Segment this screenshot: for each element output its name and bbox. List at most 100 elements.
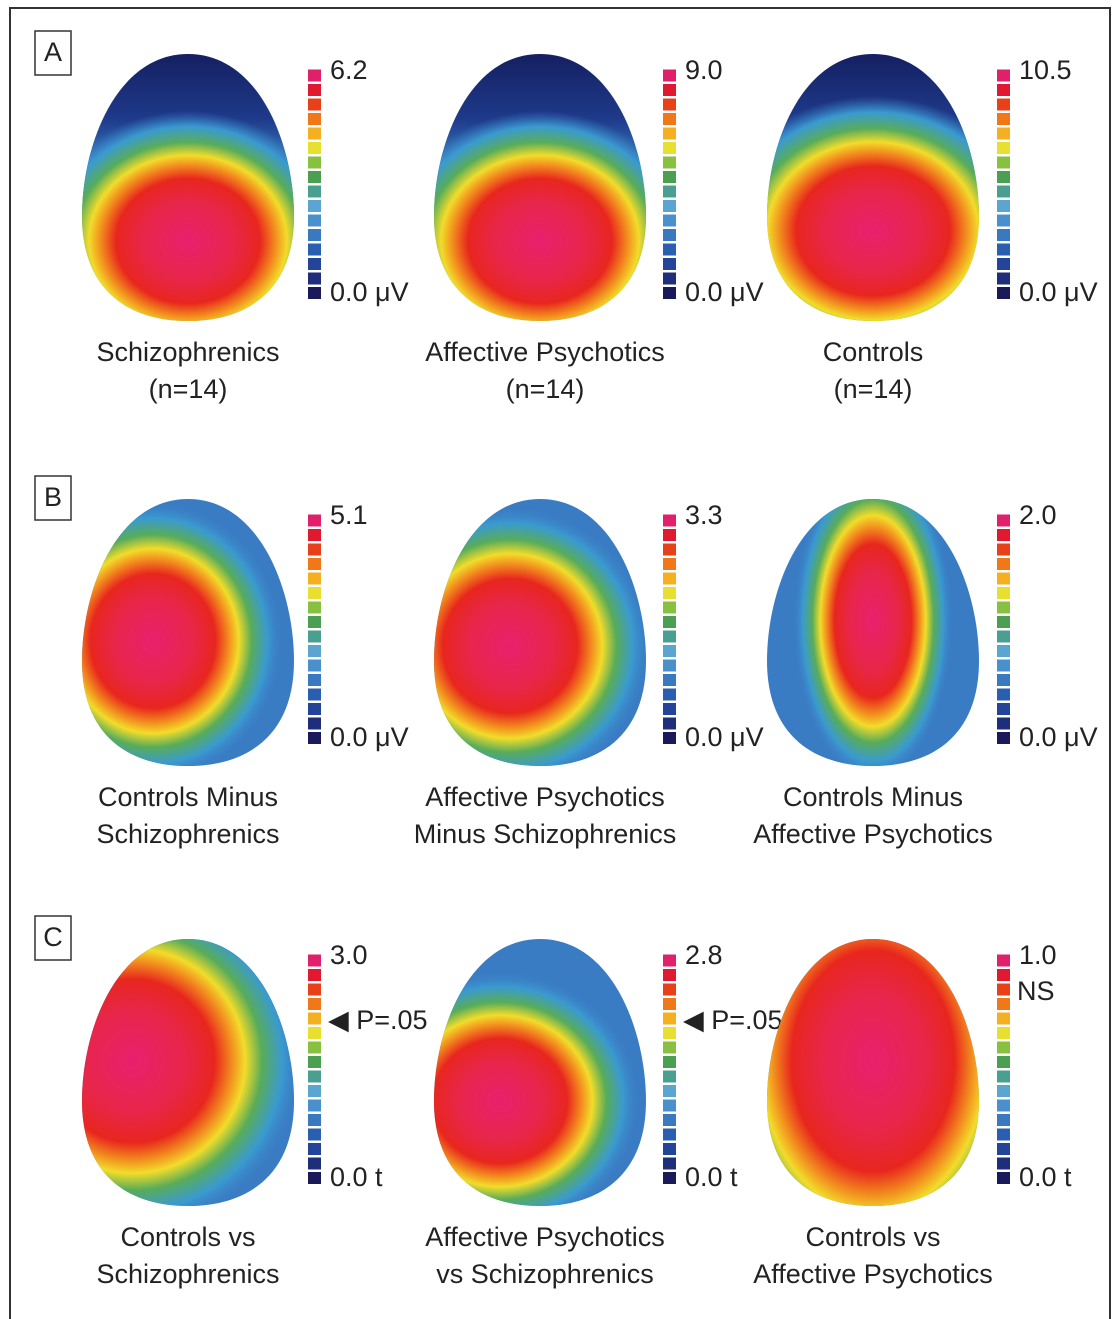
topographic-map bbox=[767, 54, 979, 321]
map-hotspot bbox=[82, 939, 294, 1206]
map-caption: Controls Minus bbox=[783, 782, 963, 812]
color-scale-step bbox=[308, 287, 321, 299]
color-scale-step bbox=[663, 659, 676, 672]
color-scale-step bbox=[663, 84, 676, 96]
color-scale-step bbox=[997, 113, 1010, 125]
color-scale-step bbox=[308, 214, 321, 227]
color-scale-step bbox=[663, 1056, 676, 1068]
color-scale-step bbox=[997, 732, 1010, 744]
color-scale-step bbox=[663, 1114, 676, 1126]
color-scale-step bbox=[997, 1070, 1010, 1083]
color-scale-step bbox=[308, 127, 321, 140]
map-caption: Controls bbox=[823, 337, 924, 367]
color-scale-step bbox=[308, 200, 321, 212]
color-scale-step bbox=[997, 1172, 1010, 1184]
color-scale-step bbox=[308, 185, 321, 198]
scale-min-label: 0.0 μV bbox=[1019, 277, 1098, 307]
color-scale-step bbox=[997, 529, 1010, 541]
color-scale-step bbox=[308, 1056, 321, 1068]
map-caption: Affective Psychotics bbox=[753, 819, 993, 849]
color-scale-step bbox=[308, 983, 321, 996]
color-scale-step bbox=[308, 514, 321, 527]
color-scale-step bbox=[997, 127, 1010, 140]
color-scale-step bbox=[663, 272, 676, 285]
color-scale-step bbox=[663, 1099, 676, 1112]
map-caption: Controls vs bbox=[120, 1222, 255, 1252]
color-scale-step bbox=[308, 1085, 321, 1097]
color-scale-step bbox=[308, 156, 321, 169]
color-scale-step bbox=[997, 258, 1010, 270]
color-scale-step bbox=[997, 84, 1010, 96]
color-scale-step bbox=[663, 185, 676, 198]
color-scale-step bbox=[663, 127, 676, 140]
color-scale-step bbox=[997, 558, 1010, 570]
color-scale-step bbox=[663, 543, 676, 556]
color-scale-step bbox=[308, 1157, 321, 1170]
color-scale-step bbox=[663, 69, 676, 82]
color-scale-step bbox=[308, 529, 321, 541]
color-scale-step bbox=[663, 214, 676, 227]
color-scale-step bbox=[663, 954, 676, 967]
panel-label-box bbox=[34, 30, 72, 76]
color-scale-step bbox=[308, 717, 321, 730]
color-scale-step bbox=[663, 717, 676, 730]
color-scale-step bbox=[663, 287, 676, 299]
color-scale-step bbox=[308, 1099, 321, 1112]
color-scale-step bbox=[663, 1157, 676, 1170]
color-scale-step bbox=[997, 1143, 1010, 1155]
color-scale-step bbox=[308, 954, 321, 967]
color-scale-step bbox=[997, 69, 1010, 82]
color-scale-step bbox=[308, 616, 321, 628]
color-scale-step bbox=[997, 1128, 1010, 1141]
color-scale-step bbox=[663, 969, 676, 981]
color-scale-step bbox=[997, 601, 1010, 614]
map-caption: Affective Psychotics bbox=[425, 337, 665, 367]
color-scale-step bbox=[308, 558, 321, 570]
color-scale-step bbox=[997, 200, 1010, 212]
color-scale-step bbox=[308, 98, 321, 111]
color-scale-step bbox=[663, 558, 676, 570]
topographic-map bbox=[82, 499, 294, 766]
scale-max-label: 3.3 bbox=[685, 500, 723, 530]
color-scale-step bbox=[997, 983, 1010, 996]
scale-max-label: 6.2 bbox=[330, 55, 368, 85]
color-scale-step bbox=[663, 587, 676, 599]
color-scale-step bbox=[308, 674, 321, 686]
color-scale-step bbox=[308, 1012, 321, 1025]
color-scale-step bbox=[997, 659, 1010, 672]
color-scale-step bbox=[308, 645, 321, 657]
map-caption: Affective Psychotics bbox=[425, 782, 665, 812]
color-scale-step bbox=[308, 1041, 321, 1054]
color-scale-step bbox=[997, 587, 1010, 599]
map-caption: Affective Psychotics bbox=[753, 1259, 993, 1289]
color-scale-step bbox=[308, 1172, 321, 1184]
scale-max-label: 5.1 bbox=[330, 500, 368, 530]
panel-label: C bbox=[43, 922, 63, 952]
color-scale-step bbox=[663, 200, 676, 212]
topographic-map bbox=[434, 939, 646, 1206]
color-scale-step bbox=[308, 969, 321, 981]
color-scale-step bbox=[997, 969, 1010, 981]
color-scale-step bbox=[308, 732, 321, 744]
color-scale-step bbox=[663, 1041, 676, 1054]
color-scale-step bbox=[308, 587, 321, 599]
color-scale-step bbox=[997, 674, 1010, 686]
color-scale-step bbox=[308, 1114, 321, 1126]
color-scale-step bbox=[997, 572, 1010, 585]
map-caption: Minus Schizophrenics bbox=[414, 819, 677, 849]
color-scale-step bbox=[997, 514, 1010, 527]
map-hotspot bbox=[793, 499, 953, 766]
scale-min-label: 0.0 μV bbox=[1019, 722, 1098, 752]
color-scale-step bbox=[997, 543, 1010, 556]
scale-max-label: 10.5 bbox=[1019, 55, 1072, 85]
color-scale-step bbox=[997, 703, 1010, 715]
topographic-map bbox=[434, 54, 646, 321]
scale-min-label: 0.0 t bbox=[685, 1162, 738, 1192]
color-scale-step bbox=[663, 171, 676, 183]
color-scale-step bbox=[308, 84, 321, 96]
scale-min-label: 0.0 μV bbox=[330, 277, 409, 307]
color-scale-step bbox=[663, 243, 676, 256]
color-scale-step bbox=[663, 113, 676, 125]
color-scale-step bbox=[308, 543, 321, 556]
